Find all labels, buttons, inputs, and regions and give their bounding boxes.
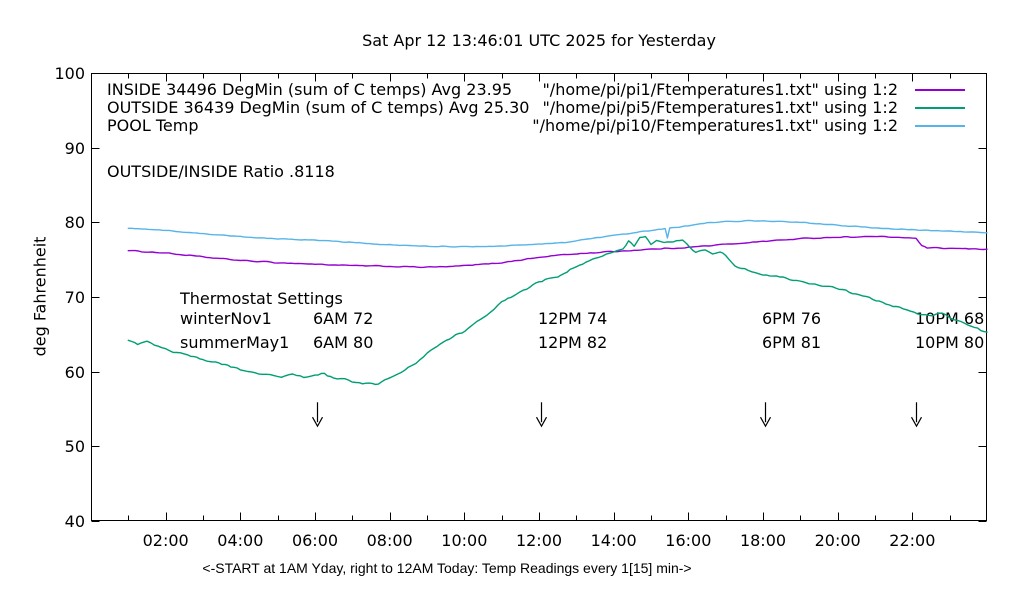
thermostat-summer-10pm: 10PM 80 <box>915 333 985 352</box>
thermostat-winter-12pm: 12PM 74 <box>538 309 608 328</box>
thermostat-summer-6am: 6AM 80 <box>313 333 374 352</box>
x-tick-label: 04:00 <box>217 531 264 550</box>
ratio-annotation: OUTSIDE/INSIDE Ratio .8118 <box>107 162 335 181</box>
legend-line-sample-inside <box>915 88 965 91</box>
legend-source-pool: "/home/pi/pi10/Ftemperatures1.txt" using… <box>532 116 898 135</box>
thermostat-summer-6pm: 6PM 81 <box>762 333 822 352</box>
thermostat-arrow-head <box>535 416 548 428</box>
y-tick-label: 60 <box>64 362 85 382</box>
x-tick-label: 08:00 <box>366 531 413 550</box>
y-tick-label: 50 <box>64 437 85 457</box>
x-axis-title: <-START at 1AM Yday, right to 12AM Today… <box>202 560 692 576</box>
thermostat-winter-6am: 6AM 72 <box>313 309 374 328</box>
thermostat-winter-6pm: 6PM 76 <box>762 309 822 328</box>
y-tick-label: 40 <box>64 512 85 531</box>
thermostat-arrow-head <box>759 416 772 428</box>
legend-label-outside: OUTSIDE 36439 DegMin (sum of C temps) Av… <box>107 98 530 117</box>
legend-label-inside: INSIDE 34496 DegMin (sum of C temps) Avg… <box>107 80 513 99</box>
series-line-inside <box>127 235 988 269</box>
x-tick-label: 14:00 <box>590 531 637 550</box>
x-tick-label: 12:00 <box>515 531 563 550</box>
series-line-pool <box>127 219 988 248</box>
legend-source-outside: "/home/pi/pi5/Ftemperatures1.txt" using … <box>542 98 898 117</box>
series-line-outside <box>127 235 988 386</box>
y-tick-label: 70 <box>64 288 85 307</box>
legend-row-inside: INSIDE 34496 DegMin (sum of C temps) Avg… <box>0 80 1020 99</box>
legend-source-inside: "/home/pi/pi1/Ftemperatures1.txt" using … <box>542 80 898 99</box>
legend-line-sample-pool <box>915 124 965 127</box>
x-tick-label: 02:00 <box>142 531 189 550</box>
x-tick-label: 10:00 <box>441 531 488 550</box>
thermostat-summer-12pm: 12PM 82 <box>538 333 608 352</box>
thermostat-winter-name: winterNov1 <box>180 309 272 328</box>
thermostat-arrow-head <box>311 416 324 428</box>
x-tick-label: 16:00 <box>665 531 712 550</box>
thermostat-title: Thermostat Settings <box>180 289 343 308</box>
x-tick-label: 20:00 <box>814 531 861 550</box>
thermostat-summer-name: summerMay1 <box>180 333 290 352</box>
legend-row-outside: OUTSIDE 36439 DegMin (sum of C temps) Av… <box>0 98 1020 117</box>
thermostat-winter-10pm: 10PM 68 <box>915 309 985 328</box>
x-tick-label: 06:00 <box>291 531 339 550</box>
legend-line-sample-outside <box>915 106 965 109</box>
thermostat-arrow-head <box>910 416 923 428</box>
x-tick-label: 18:00 <box>739 531 787 550</box>
y-tick-label: 80 <box>64 213 85 233</box>
y-tick-label: 90 <box>64 138 85 158</box>
legend-row-pool: POOL Temp "/home/pi/pi10/Ftemperatures1.… <box>0 116 1020 135</box>
x-tick-label: 22:00 <box>889 531 936 550</box>
y-tick-label: 100 <box>54 64 85 83</box>
legend-label-pool: POOL Temp <box>107 116 199 135</box>
plot-border <box>91 73 987 521</box>
chart-title: Sat Apr 12 13:46:01 UTC 2025 for Yesterd… <box>362 31 716 50</box>
